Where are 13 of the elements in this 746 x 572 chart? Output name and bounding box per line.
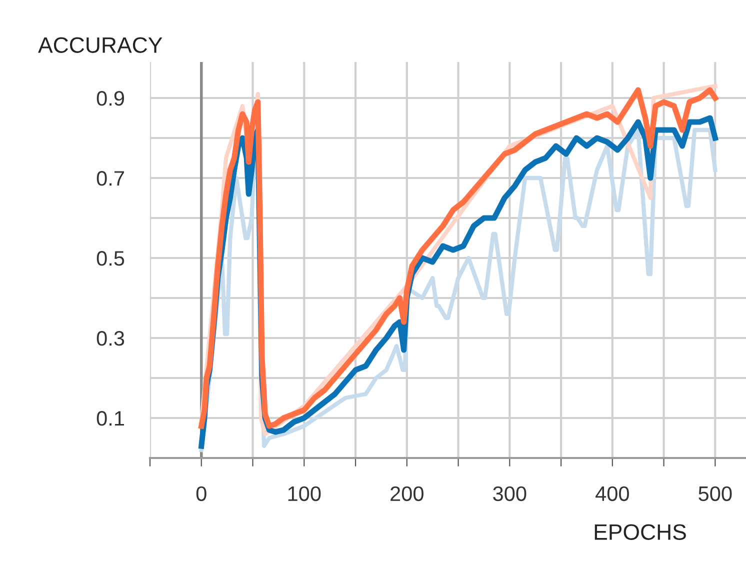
x-tick-label: 500 xyxy=(698,486,732,502)
x-axis-title: EPOCHS xyxy=(594,524,686,540)
x-tick-label: 300 xyxy=(493,486,526,502)
y-tick-label: 0.5 xyxy=(96,251,124,266)
y-tick-label: 0.9 xyxy=(96,91,124,106)
y-tick-label: 0.1 xyxy=(96,411,124,426)
x-tick-label: 400 xyxy=(596,486,629,502)
y-tick-label: 0.3 xyxy=(96,331,124,346)
x-tick-label: 0 xyxy=(196,486,206,502)
y-tick-label: 0.7 xyxy=(96,171,124,186)
x-tick-label: 200 xyxy=(390,486,424,502)
x-tick-label: 100 xyxy=(288,486,321,502)
y-axis-title: ACCURACY xyxy=(38,37,162,53)
